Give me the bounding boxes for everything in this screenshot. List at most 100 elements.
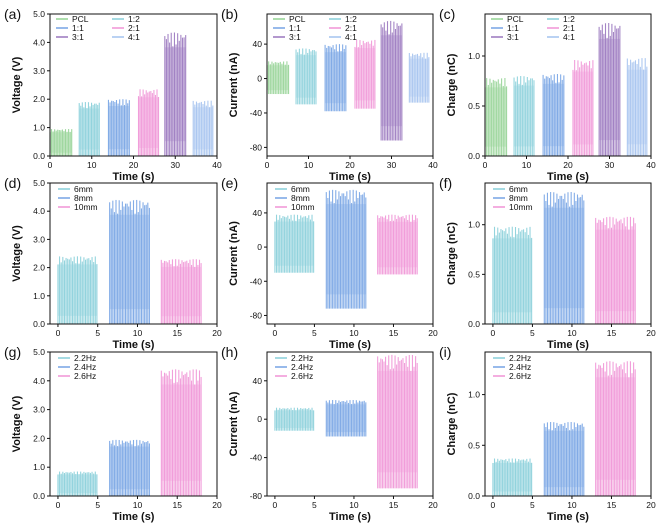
y-tick-label: -80 bbox=[250, 491, 263, 501]
x-tick-label: 30 bbox=[387, 160, 397, 170]
x-tick-label: 0 bbox=[56, 500, 61, 510]
series-3:1 bbox=[380, 20, 403, 141]
legend-label: 8mm bbox=[74, 193, 93, 203]
legend-label: 1:2 bbox=[563, 14, 575, 24]
series-2.4Hz bbox=[325, 400, 367, 437]
x-tick-label: 5 bbox=[95, 328, 100, 338]
y-tick-label: 0.0 bbox=[33, 151, 45, 161]
y-tick-label: -40 bbox=[250, 108, 263, 118]
legend-label: 2.2Hz bbox=[74, 353, 96, 363]
panel-label: (d) bbox=[4, 175, 21, 191]
y-axis-label: Current (nA) bbox=[228, 391, 240, 456]
x-tick-label: 10 bbox=[133, 328, 143, 338]
legend-label: 2.4Hz bbox=[509, 362, 531, 372]
data-band bbox=[79, 108, 100, 150]
x-tick-label: 40 bbox=[646, 160, 656, 170]
axes-frame bbox=[49, 351, 218, 497]
data-band bbox=[514, 85, 534, 147]
x-tick-label: 5 bbox=[95, 500, 100, 510]
x-axis-label: Time (s) bbox=[113, 339, 155, 351]
series-1:2 bbox=[295, 48, 317, 105]
y-axis-label: Charge (nC) bbox=[446, 222, 458, 285]
x-tick-label: 30 bbox=[171, 160, 181, 170]
data-band bbox=[274, 410, 314, 428]
y-tick-label: 5.0 bbox=[33, 178, 45, 188]
x-tick-label: 0 bbox=[491, 500, 496, 510]
x-tick-label: 20 bbox=[563, 160, 573, 170]
series-2.2Hz bbox=[274, 407, 315, 431]
panel-i: (i) 0 5 10 15 20 0.0 0.5 1.0 Time (s) Charge (nC) 2… bbox=[439, 344, 656, 523]
data-band bbox=[161, 384, 202, 481]
y-tick-label: 1.0 bbox=[33, 291, 45, 301]
series-4:1 bbox=[408, 52, 430, 103]
data-band bbox=[572, 71, 593, 145]
series-3:1 bbox=[164, 32, 187, 156]
x-axis-label: Time (s) bbox=[547, 339, 589, 351]
series-2.6Hz bbox=[377, 354, 418, 489]
data-band bbox=[595, 229, 636, 312]
y-tick-label: 2.0 bbox=[33, 94, 45, 104]
data-band bbox=[108, 106, 130, 150]
series-8mm bbox=[109, 199, 150, 324]
y-tick-label: 0.5 bbox=[468, 101, 480, 111]
x-tick-label: 15 bbox=[389, 500, 399, 510]
y-tick-label: 1.0 bbox=[33, 123, 45, 133]
legend-label: 2:1 bbox=[563, 23, 575, 33]
x-axis-label: Time (s) bbox=[113, 171, 155, 183]
x-tick-label: 0 bbox=[483, 160, 488, 170]
data-band bbox=[326, 204, 366, 295]
series-1:1 bbox=[324, 44, 347, 112]
x-tick-label: 20 bbox=[129, 160, 139, 170]
y-tick-label: 1.0 bbox=[33, 462, 45, 472]
x-tick-label: 20 bbox=[646, 328, 656, 338]
data-band bbox=[544, 207, 584, 309]
data-band bbox=[381, 35, 402, 127]
data-band bbox=[627, 69, 647, 145]
y-tick-label: 5.0 bbox=[33, 9, 45, 19]
data-band bbox=[326, 404, 366, 433]
legend-label: PCL bbox=[72, 14, 89, 24]
axes-frame bbox=[49, 182, 218, 325]
x-tick-label: 5 bbox=[312, 500, 317, 510]
series-1:2 bbox=[78, 102, 100, 156]
y-tick-label: 1.0 bbox=[468, 390, 480, 400]
series-2:1 bbox=[137, 89, 160, 156]
legend-label: 1:1 bbox=[72, 23, 84, 33]
x-axis-label: Time (s) bbox=[547, 511, 589, 523]
series-10mm bbox=[595, 216, 636, 324]
data-band bbox=[325, 52, 346, 104]
data-band bbox=[377, 221, 418, 268]
legend-label: 4:1 bbox=[128, 32, 140, 42]
y-tick-label: 0.5 bbox=[468, 269, 480, 279]
series-2:1 bbox=[354, 39, 376, 109]
x-tick-label: 0 bbox=[273, 500, 278, 510]
panel-label: (h) bbox=[221, 344, 238, 360]
x-axis-label: Time (s) bbox=[329, 511, 371, 523]
panel-label: (b) bbox=[221, 6, 238, 22]
series-PCL bbox=[49, 129, 73, 156]
y-tick-label: -80 bbox=[250, 310, 263, 320]
legend-label: 2.4Hz bbox=[74, 362, 96, 372]
series-2.6Hz bbox=[160, 369, 202, 496]
series-8mm bbox=[543, 191, 585, 324]
series-4:1 bbox=[626, 58, 648, 156]
series-2.6Hz bbox=[595, 361, 636, 496]
x-tick-label: 15 bbox=[173, 500, 183, 510]
y-tick-label: 4.0 bbox=[33, 37, 45, 47]
y-tick-label: 0.0 bbox=[33, 491, 45, 501]
legend-label: 2.2Hz bbox=[291, 353, 313, 363]
legend-label: 2.6Hz bbox=[291, 371, 313, 381]
data-band bbox=[354, 48, 375, 101]
data-band bbox=[109, 214, 150, 310]
y-tick-label: 2.0 bbox=[33, 433, 45, 443]
y-tick-label: -40 bbox=[250, 453, 263, 463]
x-tick-label: 10 bbox=[567, 328, 577, 338]
x-tick-label: 20 bbox=[428, 328, 438, 338]
legend: PCL 1:2 1:1 2:1 3:1 4:1 bbox=[273, 14, 357, 42]
legend-label: 1:2 bbox=[345, 14, 357, 24]
x-tick-label: 0 bbox=[273, 328, 278, 338]
y-tick-label: 0 bbox=[257, 74, 262, 84]
y-tick-label: 3.0 bbox=[33, 234, 45, 244]
